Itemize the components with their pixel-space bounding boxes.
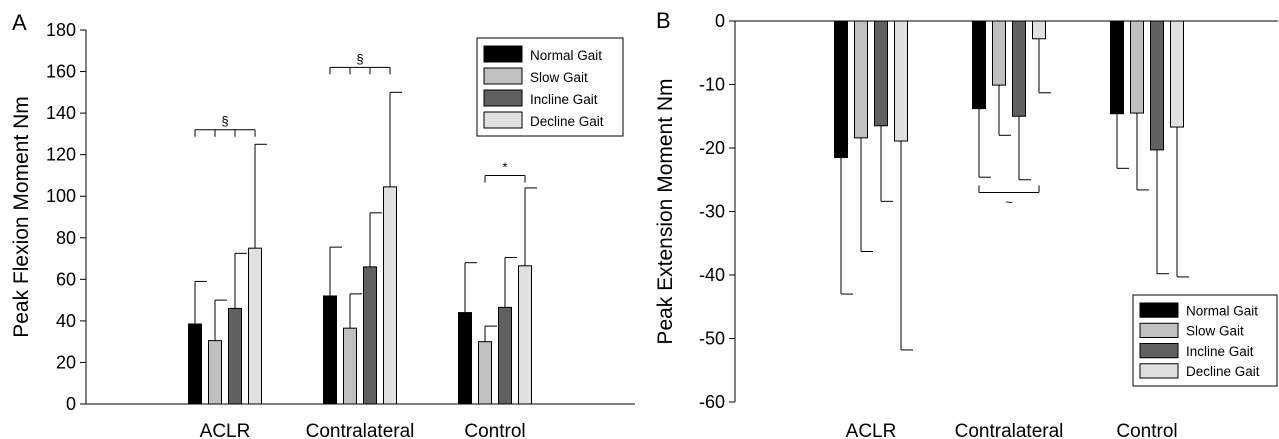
y-tick-label: 0 bbox=[66, 394, 76, 414]
y-tick-label: 80 bbox=[56, 228, 76, 248]
y-tick-label: -10 bbox=[699, 75, 725, 95]
x-tick-label: ACLR bbox=[846, 421, 897, 439]
significance-bracket: § bbox=[329, 51, 391, 75]
legend-label: Slow Gait bbox=[1186, 324, 1244, 339]
legend: Normal Gait Slow Gait Incline Gait Decline … bbox=[476, 37, 624, 137]
legend-swatch bbox=[1139, 302, 1179, 318]
bar bbox=[458, 312, 472, 405]
bar bbox=[854, 20, 868, 139]
y-tick-label: 160 bbox=[46, 62, 76, 82]
y-tick-label: 40 bbox=[56, 311, 76, 331]
y-tick-label: -50 bbox=[699, 329, 725, 349]
chart-panel-a: A Peak Flexion Moment Nm 0 20 40 60 80 100 120 14… bbox=[10, 10, 635, 439]
legend-label: Decline Gait bbox=[1186, 364, 1260, 379]
bar bbox=[248, 247, 262, 405]
bar bbox=[1130, 20, 1144, 114]
bar bbox=[478, 341, 492, 405]
bar bbox=[874, 20, 888, 127]
bar bbox=[228, 307, 242, 405]
bar bbox=[188, 323, 202, 405]
panel-label: A bbox=[12, 10, 27, 35]
legend-swatch bbox=[483, 89, 523, 107]
significance-marker: § bbox=[356, 51, 363, 66]
bar bbox=[208, 340, 222, 405]
legend-swatch bbox=[483, 67, 523, 85]
legend-label: Incline Gait bbox=[1186, 344, 1254, 359]
bar bbox=[323, 295, 337, 405]
bar bbox=[1032, 20, 1046, 40]
legend-label: Incline Gait bbox=[530, 92, 598, 107]
bar bbox=[363, 266, 377, 405]
y-tick-label: -40 bbox=[699, 265, 725, 285]
chart-panel-b: B Peak Extension Moment Nm 0 -10 -20 -30 -40 -5… bbox=[654, 8, 1278, 439]
bar bbox=[518, 265, 532, 405]
x-tick-label: Contralateral bbox=[955, 421, 1064, 439]
y-tick-label: 0 bbox=[715, 11, 725, 31]
significance-bracket: § bbox=[194, 114, 256, 137]
y-tick-label: 100 bbox=[46, 186, 76, 206]
legend-label: Decline Gait bbox=[530, 114, 604, 129]
significance-marker: * bbox=[502, 159, 507, 174]
bar bbox=[343, 327, 357, 405]
significance-marker: ~ bbox=[1005, 194, 1013, 209]
legend-label: Normal Gait bbox=[1186, 303, 1258, 318]
panel-label: B bbox=[656, 8, 671, 33]
x-tick-label: Control bbox=[464, 421, 525, 439]
bar bbox=[1170, 20, 1184, 128]
legend-swatch bbox=[1139, 363, 1179, 379]
y-tick-label: 180 bbox=[46, 20, 76, 40]
y-axis-label: Peak Flexion Moment Nm bbox=[10, 96, 33, 338]
legend-label: Normal Gait bbox=[530, 48, 602, 63]
significance-bracket: ~ bbox=[978, 185, 1040, 209]
bar bbox=[972, 20, 986, 110]
legend-swatch bbox=[483, 111, 523, 129]
legend-swatch bbox=[1139, 343, 1179, 359]
legend-label: Slow Gait bbox=[530, 70, 588, 85]
bar bbox=[1150, 20, 1164, 151]
legend-swatch bbox=[483, 45, 523, 63]
bar bbox=[992, 20, 1006, 86]
legend-swatch bbox=[1139, 322, 1179, 338]
y-tick-label: 120 bbox=[46, 145, 76, 165]
bar bbox=[383, 186, 397, 405]
significance-bracket: * bbox=[484, 159, 526, 183]
y-tick-label: 140 bbox=[46, 103, 76, 123]
bar bbox=[1110, 20, 1124, 115]
y-tick-label: 20 bbox=[56, 352, 76, 372]
y-tick-label: 60 bbox=[56, 269, 76, 289]
y-tick-label: -30 bbox=[699, 202, 725, 222]
bar bbox=[498, 306, 512, 405]
significance-marker: § bbox=[221, 114, 228, 129]
bar bbox=[834, 20, 848, 159]
bar bbox=[1012, 20, 1026, 117]
y-tick-label: -20 bbox=[699, 138, 725, 158]
legend: Normal Gait Slow Gait Incline Gait Decline … bbox=[1132, 294, 1278, 387]
y-axis-label: Peak Extension Moment Nm bbox=[654, 78, 677, 344]
y-tick-label: -60 bbox=[699, 392, 725, 412]
x-tick-label: Control bbox=[1116, 421, 1177, 439]
x-tick-label: ACLR bbox=[200, 421, 251, 439]
x-tick-label: Contralateral bbox=[306, 421, 415, 439]
bar bbox=[894, 20, 908, 142]
